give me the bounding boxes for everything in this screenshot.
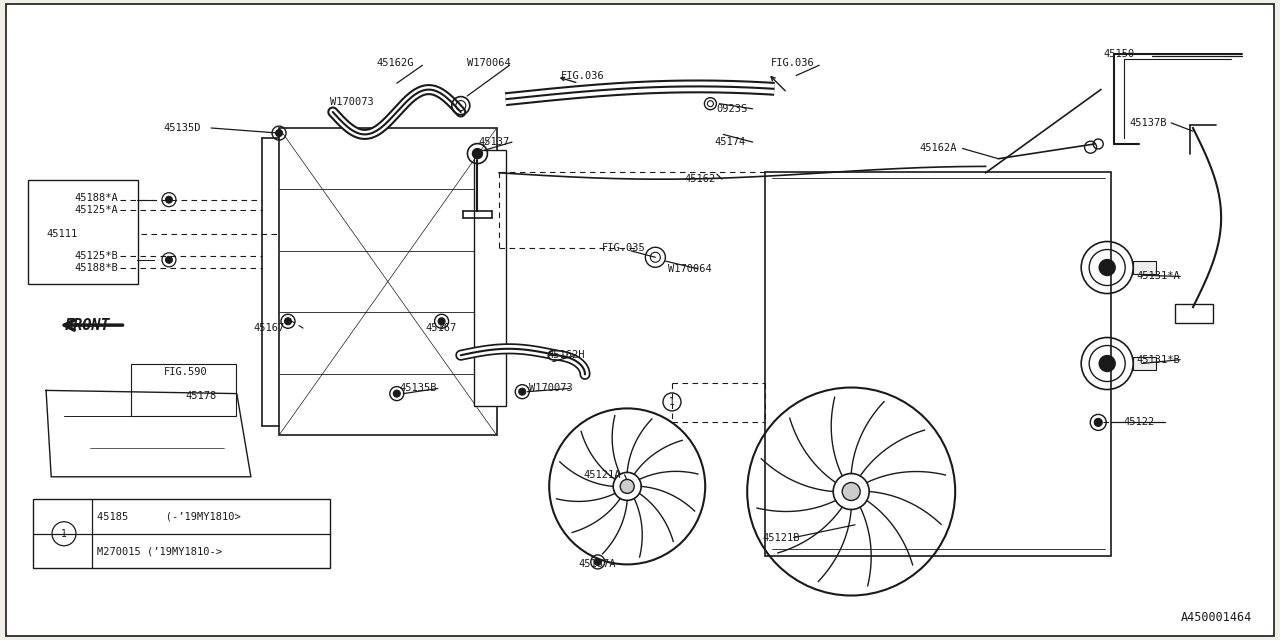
Circle shape [594, 559, 602, 565]
Text: 45111: 45111 [46, 228, 77, 239]
Bar [765, 172, 1111, 556]
Text: FIG.035: FIG.035 [602, 243, 645, 253]
Bar [131, 364, 236, 416]
Text: 1: 1 [669, 397, 675, 407]
Circle shape [284, 318, 292, 324]
Circle shape [621, 479, 634, 493]
Text: W170073: W170073 [529, 383, 572, 394]
Circle shape [1094, 419, 1102, 426]
Text: 45187A: 45187A [579, 559, 616, 570]
Text: 45162: 45162 [685, 174, 716, 184]
Text: 45131*A: 45131*A [1137, 271, 1180, 282]
Circle shape [165, 257, 173, 263]
Circle shape [438, 318, 445, 324]
Text: 45137: 45137 [479, 137, 509, 147]
Circle shape [518, 388, 526, 395]
Text: 45162G: 45162G [376, 58, 413, 68]
Circle shape [275, 130, 283, 136]
Text: 45131*B: 45131*B [1137, 355, 1180, 365]
Circle shape [1100, 260, 1115, 275]
Bar [28, 180, 138, 284]
Circle shape [1100, 355, 1115, 371]
Text: 45162A: 45162A [919, 143, 956, 154]
Text: 45135D: 45135D [164, 123, 201, 133]
Bar [279, 128, 497, 435]
Text: 0923S: 0923S [717, 104, 748, 114]
Text: 45121A: 45121A [584, 470, 621, 480]
Text: 45125*B: 45125*B [74, 251, 118, 261]
Text: FIG.036: FIG.036 [771, 58, 814, 68]
Text: 45121B: 45121B [763, 532, 800, 543]
Circle shape [842, 483, 860, 500]
Text: W170073: W170073 [330, 97, 374, 108]
Text: 45135B: 45135B [399, 383, 436, 394]
Text: FIG.036: FIG.036 [561, 70, 604, 81]
Circle shape [165, 196, 173, 203]
Text: 45167: 45167 [425, 323, 456, 333]
Text: FIG.590: FIG.590 [164, 367, 207, 378]
Text: 45174: 45174 [714, 137, 745, 147]
Bar [1133, 261, 1156, 274]
Text: FRONT: FRONT [64, 317, 110, 333]
Text: M270015 (’19MY1810->: M270015 (’19MY1810-> [97, 546, 223, 556]
Text: A450001464: A450001464 [1180, 611, 1252, 624]
Text: 45150: 45150 [1103, 49, 1134, 60]
Text: 45178: 45178 [186, 390, 216, 401]
Bar [33, 499, 330, 568]
Text: 1: 1 [61, 529, 67, 539]
Text: 45167: 45167 [253, 323, 284, 333]
Circle shape [393, 390, 401, 397]
Text: W170064: W170064 [668, 264, 712, 274]
Text: 45137B: 45137B [1129, 118, 1166, 128]
Text: 45125*A: 45125*A [74, 205, 118, 215]
Circle shape [472, 148, 483, 159]
Text: W170064: W170064 [467, 58, 511, 68]
Text: 45188*B: 45188*B [74, 262, 118, 273]
Text: 45122: 45122 [1124, 417, 1155, 428]
Bar [474, 150, 506, 406]
Text: 45185      (-’19MY1810>: 45185 (-’19MY1810> [97, 511, 241, 522]
Text: 45162H: 45162H [548, 350, 585, 360]
Bar [1133, 357, 1156, 370]
Bar [1175, 304, 1213, 323]
Text: 45188*A: 45188*A [74, 193, 118, 204]
